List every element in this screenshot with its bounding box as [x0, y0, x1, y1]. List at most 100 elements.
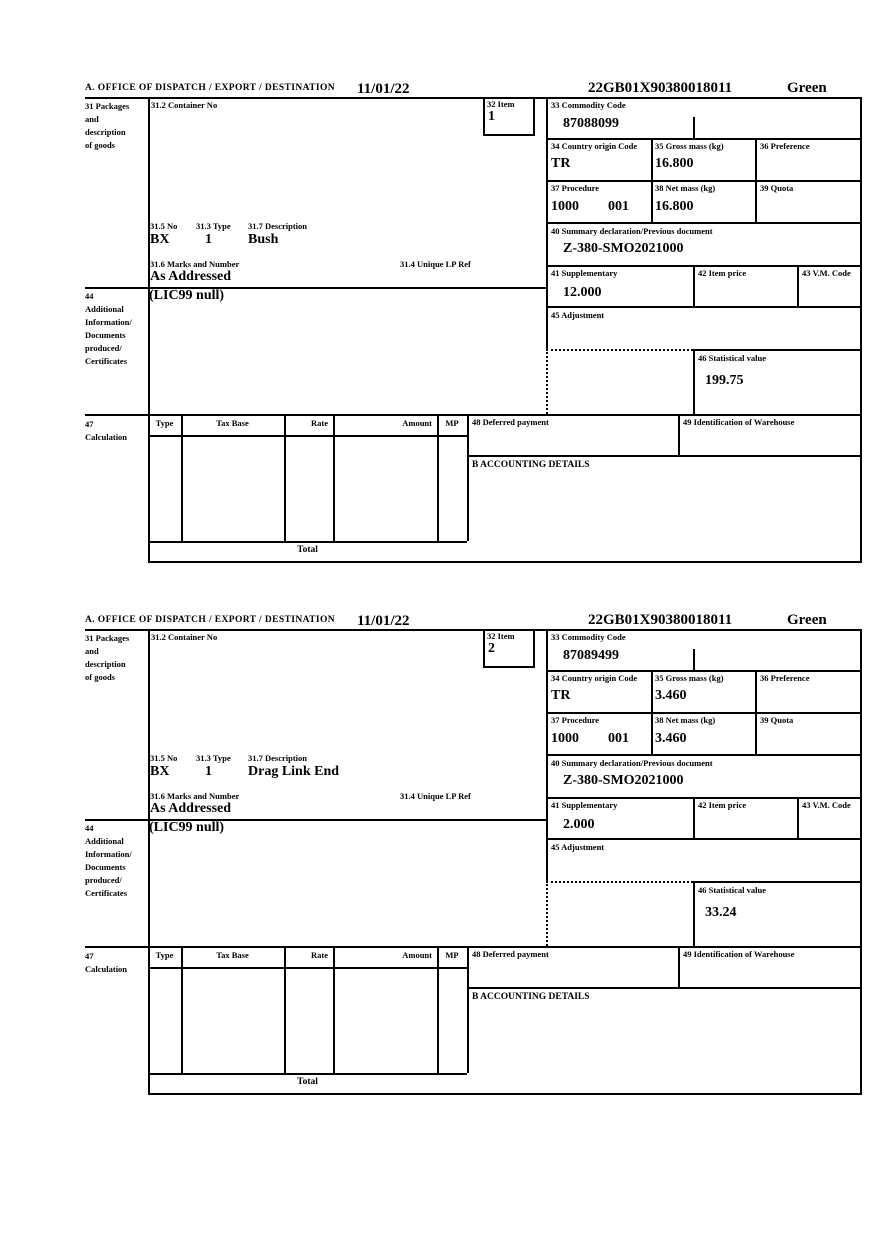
grid-line [284, 414, 286, 541]
box34-origin-label: 34 Country origin Code [551, 141, 638, 151]
grid-line [333, 414, 335, 541]
box35-gross-mass-label: 35 Gross mass (kg) [655, 141, 724, 151]
item-block: A. OFFICE OF DISPATCH / EXPORT / DESTINA… [85, 80, 862, 563]
declaration-id: 22GB01X90380018011 [588, 80, 733, 96]
grid-line [85, 946, 862, 948]
grid-line [467, 455, 862, 457]
grid-line [333, 946, 335, 1073]
calc-col-amount: Amount [402, 950, 432, 960]
box39-quota-label: 39 Quota [760, 183, 794, 193]
box35-gross-mass: 3.460 [655, 688, 687, 703]
grid-line [755, 138, 757, 222]
grid-line [797, 265, 799, 306]
grid-line [693, 349, 695, 414]
commodity-code-divider [693, 117, 695, 138]
routing-indicator: Green [787, 80, 827, 96]
grid-line [546, 180, 862, 182]
grid-line-bottom [148, 561, 862, 563]
box34-origin-label: 34 Country origin Code [551, 673, 638, 683]
box49-warehouse-label: 49 Identification of Warehouse [683, 417, 795, 427]
box46-statistical-label: 46 Statistical value [698, 885, 766, 895]
grid-line [483, 666, 535, 668]
package-type: 1 [205, 764, 212, 779]
box31-7-description-label: 31.7 Description [248, 221, 308, 231]
box46-statistical-value: 33.24 [705, 905, 737, 920]
box44-additional-information: (LIC99 null) [149, 288, 225, 303]
box38-net-mass: 3.460 [655, 731, 687, 746]
box36-preference-label: 36 Preference [760, 141, 810, 151]
goods-description: Drag Link End [248, 764, 340, 779]
box31-6-marks-label: 31.6 Marks and Number [150, 259, 240, 269]
package-type: 1 [205, 232, 212, 247]
box31-5-no-label: 31.5 No [150, 221, 178, 231]
package-no: BX [150, 232, 170, 247]
box34-country-origin: TR [551, 688, 571, 703]
grid-line [797, 797, 799, 838]
calc-col-type: Type [155, 950, 174, 960]
calc-col-type: Type [155, 418, 174, 428]
total-label: Total [297, 1077, 318, 1087]
grid-line [483, 97, 485, 136]
box36-preference-label: 36 Preference [760, 673, 810, 683]
grid-line [181, 946, 183, 1073]
box37-procedure-code-2: 001 [608, 731, 629, 746]
box46-statistical-value: 199.75 [705, 373, 744, 388]
calc-col-tax-base: Tax Base [216, 418, 249, 428]
box38-net-mass-label: 38 Net mass (kg) [655, 715, 716, 725]
routing-indicator: Green [787, 612, 827, 628]
dotted-line-h [546, 881, 693, 883]
box45-adjustment-label: 45 Adjustment [551, 310, 605, 320]
grid-line [467, 987, 862, 989]
box31-4-lp-ref-label: 31.4 Unique LP Ref [400, 259, 471, 269]
grid-line [546, 754, 862, 756]
grid-line [693, 265, 695, 306]
box42-item-price-label: 42 Item price [698, 800, 747, 810]
box48-deferred-payment-label: 48 Deferred payment [472, 949, 549, 959]
grid-line [546, 797, 862, 799]
accounting-details-label: B ACCOUNTING DETAILS [472, 460, 590, 470]
grid-line [546, 712, 862, 714]
grid-line [284, 946, 286, 1073]
package-no: BX [150, 764, 170, 779]
box40-previous-document: Z-380-SMO2021000 [563, 241, 684, 256]
box40-summary-declaration-label: 40 Summary declaration/Previous document [551, 226, 713, 236]
box31-3-type-label: 31.3 Type [196, 753, 231, 763]
box42-item-price-label: 42 Item price [698, 268, 747, 278]
box44-additional-information: (LIC99 null) [149, 820, 225, 835]
box32-item-number: 2 [488, 641, 495, 656]
grid-line [755, 670, 757, 754]
grid-line [651, 670, 653, 754]
box46-statistical-label: 46 Statistical value [698, 353, 766, 363]
grid-line [148, 967, 467, 969]
grid-line [85, 819, 546, 821]
box45-adjustment-label: 45 Adjustment [551, 842, 605, 852]
grid-line [148, 629, 150, 1095]
commodity-code-divider [693, 649, 695, 670]
box40-summary-declaration-label: 40 Summary declaration/Previous document [551, 758, 713, 768]
grid-line [483, 629, 485, 668]
box35-gross-mass: 16.800 [655, 156, 694, 171]
box31-2-container-label: 31.2 Container No [151, 100, 218, 110]
box35-gross-mass-label: 35 Gross mass (kg) [655, 673, 724, 683]
grid-line [467, 946, 469, 1073]
calc-col-amount: Amount [402, 418, 432, 428]
grid-line [693, 881, 695, 946]
grid-line [693, 881, 862, 883]
grid-line [148, 97, 150, 563]
grid-line [437, 414, 439, 541]
grid-line [437, 946, 439, 1073]
grid-line [483, 134, 535, 136]
office-header-label: A. OFFICE OF DISPATCH / EXPORT / DESTINA… [85, 615, 336, 625]
grid-line [148, 1073, 467, 1075]
box41-supplementary-units: 12.000 [563, 285, 602, 300]
calc-col-mp: MP [445, 418, 459, 428]
box31-6-marks-label: 31.6 Marks and Number [150, 791, 240, 801]
dotted-line-v [546, 349, 548, 414]
box38-net-mass-label: 38 Net mass (kg) [655, 183, 716, 193]
grid-line [546, 670, 862, 672]
box37-procedure-code: 1000 [551, 199, 579, 214]
box38-net-mass: 16.800 [655, 199, 694, 214]
box37-procedure-code: 1000 [551, 731, 579, 746]
box37-procedure-label: 37 Procedure [551, 183, 600, 193]
calc-col-rate: Rate [311, 418, 328, 428]
